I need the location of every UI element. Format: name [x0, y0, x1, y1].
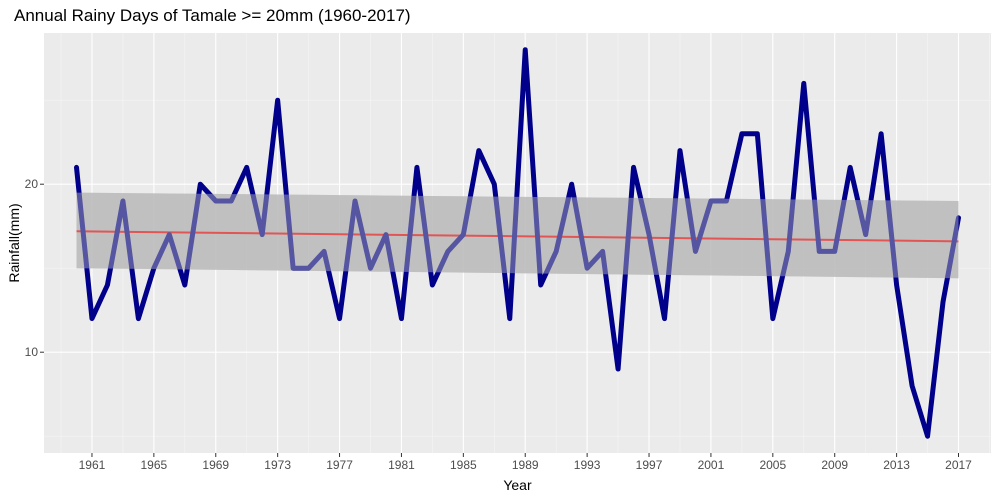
- x-tick-label: 2017: [945, 458, 972, 472]
- x-tick-label: 2013: [883, 458, 910, 472]
- x-tick-label: 1965: [141, 458, 168, 472]
- x-tick-label: 1969: [202, 458, 229, 472]
- x-tick-label: 1973: [264, 458, 291, 472]
- y-tick-label: 10: [25, 345, 39, 359]
- y-axis: 10 20: [25, 177, 44, 359]
- chart-title: Annual Rainy Days of Tamale >= 20mm (196…: [14, 6, 411, 25]
- trend-line: [76, 230, 959, 243]
- x-tick-label: 2009: [821, 458, 848, 472]
- x-tick-label: 2001: [698, 458, 725, 472]
- observed-line: [74, 47, 961, 439]
- x-tick-label: 1977: [326, 458, 353, 472]
- confidence-band-overlay: [76, 192, 959, 279]
- x-tick-label: 1985: [450, 458, 477, 472]
- x-tick-label: 1997: [636, 458, 663, 472]
- x-tick-label: 1989: [512, 458, 539, 472]
- trend-line-segment: [76, 230, 959, 243]
- x-tick-label: 1961: [79, 458, 106, 472]
- x-tick-label: 2005: [759, 458, 786, 472]
- observed-series: [74, 47, 961, 439]
- x-axis: 1961 1965 1969 1973 1977 1981 1985 1989 1993 1997…: [79, 453, 972, 472]
- x-tick-label: 1981: [388, 458, 415, 472]
- x-tick-label: 1993: [574, 458, 601, 472]
- x-axis-title: Year: [503, 477, 532, 493]
- y-tick-label: 20: [25, 177, 39, 191]
- y-axis-title: Rainfall(mm): [6, 203, 22, 282]
